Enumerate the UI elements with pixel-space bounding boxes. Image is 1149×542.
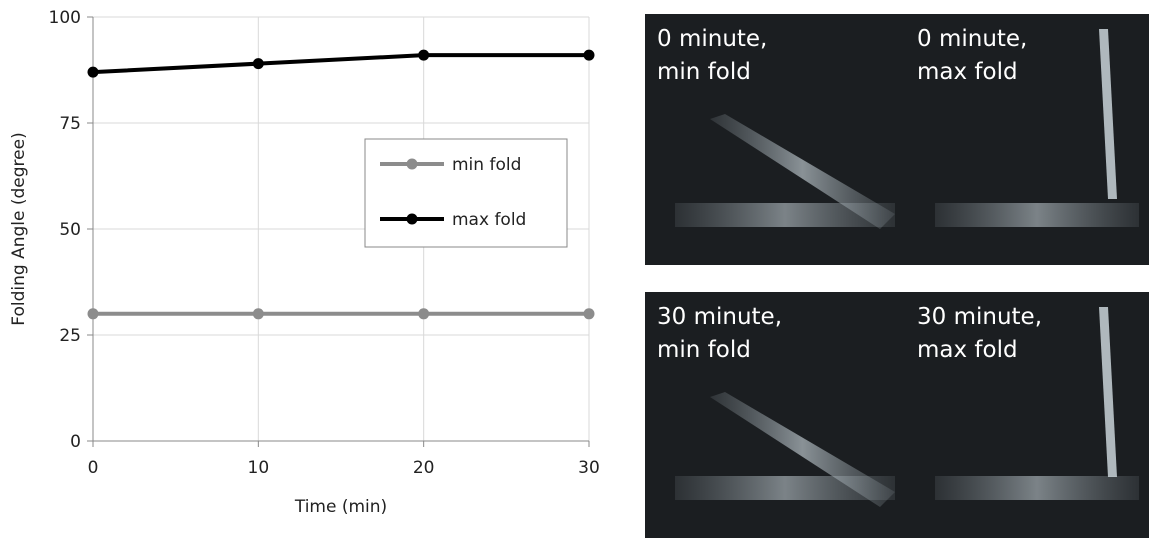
point bbox=[418, 308, 429, 319]
photo-label: min fold bbox=[657, 337, 751, 363]
photo-panels: 0 minute, min fold 0 minute, max fold 30 min… bbox=[645, 14, 1149, 538]
photo-base bbox=[935, 203, 1139, 227]
point bbox=[418, 50, 429, 61]
x-tick-label: 0 bbox=[88, 458, 99, 478]
figure: 0 25 50 75 100 0 10 20 30 Time (min) Folding Ang… bbox=[0, 0, 1149, 538]
legend-label: min fold bbox=[452, 155, 521, 175]
point bbox=[584, 308, 595, 319]
y-axis-label: Folding Angle (degree) bbox=[9, 132, 29, 325]
legend-marker bbox=[407, 214, 418, 225]
point bbox=[253, 308, 264, 319]
photo-label: 30 minute, bbox=[917, 304, 1042, 330]
legend-marker bbox=[407, 159, 418, 170]
photo-label: max fold bbox=[917, 337, 1018, 363]
x-tick-label: 20 bbox=[413, 458, 435, 478]
y-tick-label: 0 bbox=[70, 432, 81, 452]
y-tick-label: 100 bbox=[49, 8, 81, 28]
y-tick-label: 50 bbox=[59, 220, 81, 240]
photo-base bbox=[935, 476, 1139, 500]
point bbox=[253, 58, 264, 69]
point bbox=[88, 308, 99, 319]
photo-label: 0 minute, bbox=[917, 26, 1027, 52]
photo-label: 30 minute, bbox=[657, 304, 782, 330]
series-line bbox=[93, 55, 589, 72]
x-axis-label: Time (min) bbox=[294, 497, 387, 517]
photo-label: 0 minute, bbox=[657, 26, 767, 52]
photo-label: max fold bbox=[917, 59, 1018, 85]
x-tick-label: 30 bbox=[578, 458, 600, 478]
legend-label: max fold bbox=[452, 210, 526, 230]
x-tick-label: 10 bbox=[248, 458, 270, 478]
point bbox=[88, 67, 99, 78]
point bbox=[584, 50, 595, 61]
y-tick-label: 25 bbox=[59, 326, 81, 346]
y-tick-label: 75 bbox=[59, 114, 81, 134]
photo-label: min fold bbox=[657, 59, 751, 85]
